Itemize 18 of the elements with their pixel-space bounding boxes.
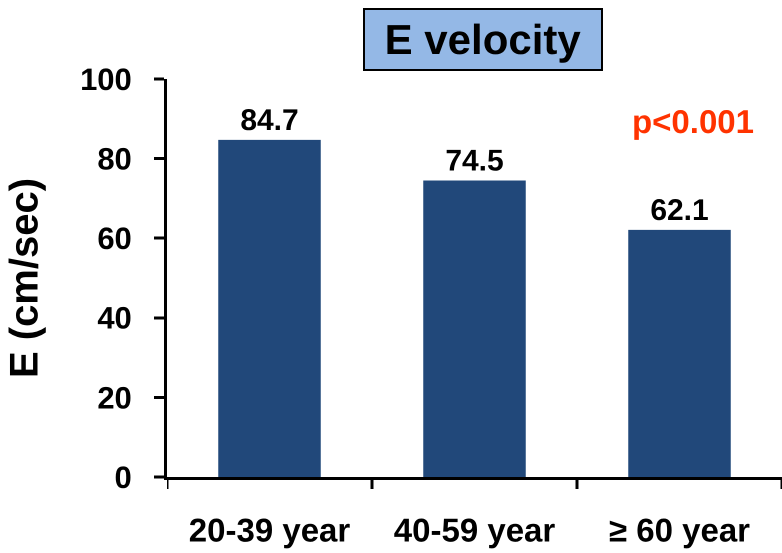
data-label: 84.7 [240,104,299,137]
x-tick-label: 40-59 year [394,512,556,549]
y-axis-title: E (cm/sec) [2,178,47,378]
y-tick-label: 100 [80,62,132,97]
y-tick-label: 40 [97,300,132,336]
chart-title: E velocity [384,16,582,63]
bar [628,230,731,477]
data-label: 74.5 [445,144,504,178]
y-tick-label: 20 [97,380,132,416]
annotation: p<0.001 [632,103,754,140]
data-label: 62.1 [650,194,709,227]
x-tick-label: 20-39 year [188,512,350,549]
bar [423,180,526,477]
x-tick-label: ≥ 60 year [608,512,750,549]
y-tick-label: 60 [97,221,132,256]
bar [218,140,321,477]
y-tick-label: 80 [97,141,132,176]
y-tick-label: 0 [114,460,132,495]
